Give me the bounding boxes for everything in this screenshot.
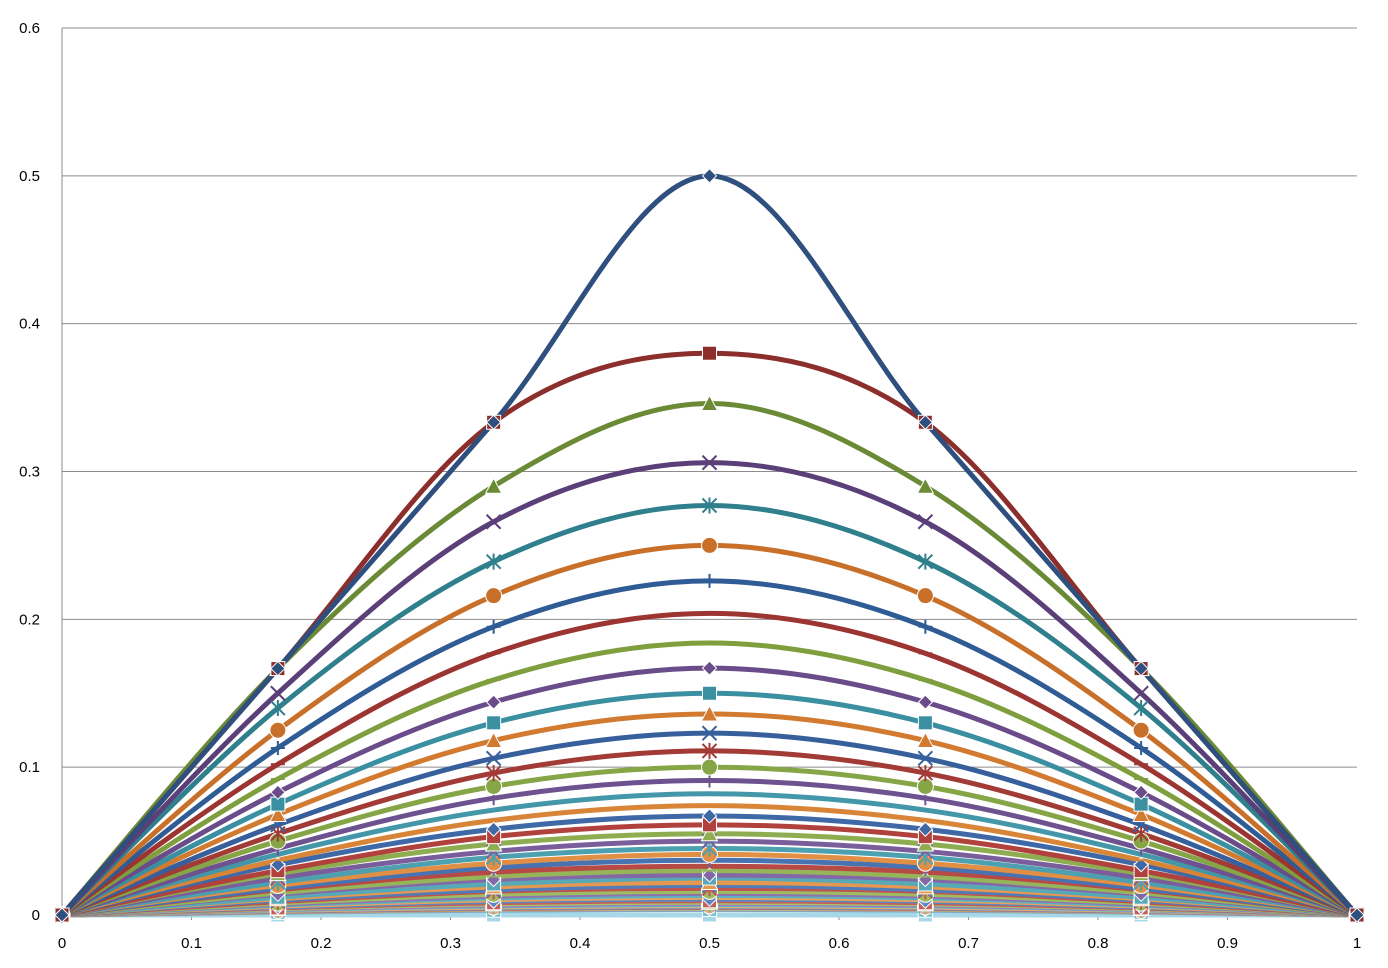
x-tick-label: 0.8 <box>1088 935 1109 952</box>
series-13-marker <box>701 742 718 759</box>
series-4-marker <box>917 553 934 570</box>
series-10-marker <box>702 685 717 701</box>
series-9-marker <box>701 660 718 676</box>
series-9-marker <box>270 784 286 801</box>
series-15-marker <box>702 773 717 788</box>
x-tick-label: 0 <box>58 935 66 952</box>
series-12-marker <box>701 725 718 741</box>
series-4-marker <box>701 497 718 514</box>
series-11-marker <box>700 704 719 722</box>
y-tick-label: 0.6 <box>19 20 40 37</box>
series-0-marker <box>54 907 70 923</box>
series-0-marker <box>1133 660 1149 677</box>
x-tick-label: 0.7 <box>958 935 979 952</box>
series-0-marker <box>917 414 934 430</box>
y-tick-label: 0.5 <box>19 168 40 185</box>
x-tick-label: 0.3 <box>440 935 461 952</box>
series-1-marker <box>702 345 717 361</box>
series-5-marker <box>485 587 503 605</box>
series-0-markers <box>54 168 1365 923</box>
y-tick-label: 0.2 <box>19 611 40 628</box>
series-12-marker <box>485 750 502 767</box>
series-6-marker <box>270 740 285 755</box>
series-11-marker <box>1132 805 1150 822</box>
series-13-marker <box>485 765 502 782</box>
x-tick-label: 1 <box>1353 935 1361 952</box>
series-14-marker <box>701 758 718 776</box>
series-2-marker <box>700 394 719 411</box>
series-6-marker <box>1134 740 1149 755</box>
series-13-marker <box>917 765 934 782</box>
y-tick-label: 0.1 <box>19 759 40 776</box>
series-18-marker <box>485 821 502 837</box>
series-0-marker <box>1349 907 1365 923</box>
series-4-marker <box>485 553 502 570</box>
series-5-marker <box>701 536 718 554</box>
series-2-marker <box>916 477 935 494</box>
series-3-marker <box>917 514 934 530</box>
series-6-marker <box>486 619 501 634</box>
series-3-marker <box>701 454 718 471</box>
series-6-marker <box>918 619 933 634</box>
y-axis-tick-labels: 0 0.1 0.2 0.3 0.4 0.5 0.6 <box>19 20 40 924</box>
series-3-marker <box>485 514 502 530</box>
x-tick-label: 0.9 <box>1217 935 1238 952</box>
series-11-marker <box>916 731 935 749</box>
series-18-marker <box>701 808 718 824</box>
series-0-marker <box>485 414 502 430</box>
series-6-marker <box>702 573 717 588</box>
x-tick-label: 0.4 <box>570 935 591 952</box>
series-10-marker <box>486 715 502 731</box>
series-9-marker <box>1133 784 1149 801</box>
y-tick-label: 0.3 <box>19 464 40 481</box>
series-9-marker <box>917 694 934 710</box>
series-0-marker <box>701 168 718 184</box>
x-tick-label: 0.1 <box>181 935 202 952</box>
series-12-marker <box>917 750 934 767</box>
series-20-marker <box>700 824 719 842</box>
series-4-marker <box>270 700 286 717</box>
x-axis-tick-labels: 0 0.1 0.2 0.3 0.4 0.5 0.6 0.7 0.8 0.9 1 <box>58 935 1361 952</box>
series-11-marker <box>269 805 287 822</box>
marker-layer <box>53 168 1366 924</box>
series-0-marker <box>270 660 286 677</box>
series-5-marker <box>269 721 287 739</box>
series-4-marker <box>1133 700 1149 717</box>
y-tick-label: 0.4 <box>19 316 40 333</box>
series-2-marker <box>484 477 503 494</box>
y-tick-label: 0 <box>32 907 40 924</box>
x-tick-label: 0.6 <box>829 935 850 952</box>
x-tick-label: 0.5 <box>699 935 720 952</box>
series-3-marker <box>270 685 286 701</box>
series-18-marker <box>917 821 934 837</box>
series-22-marker <box>701 840 718 857</box>
series-9-marker <box>485 694 502 710</box>
series-5-marker <box>1132 721 1150 739</box>
series-10-marker <box>917 715 933 731</box>
series-5-marker <box>916 587 934 605</box>
series-11-marker <box>484 731 503 749</box>
series-3-marker <box>1133 685 1149 701</box>
x-tick-label: 0.2 <box>311 935 332 952</box>
